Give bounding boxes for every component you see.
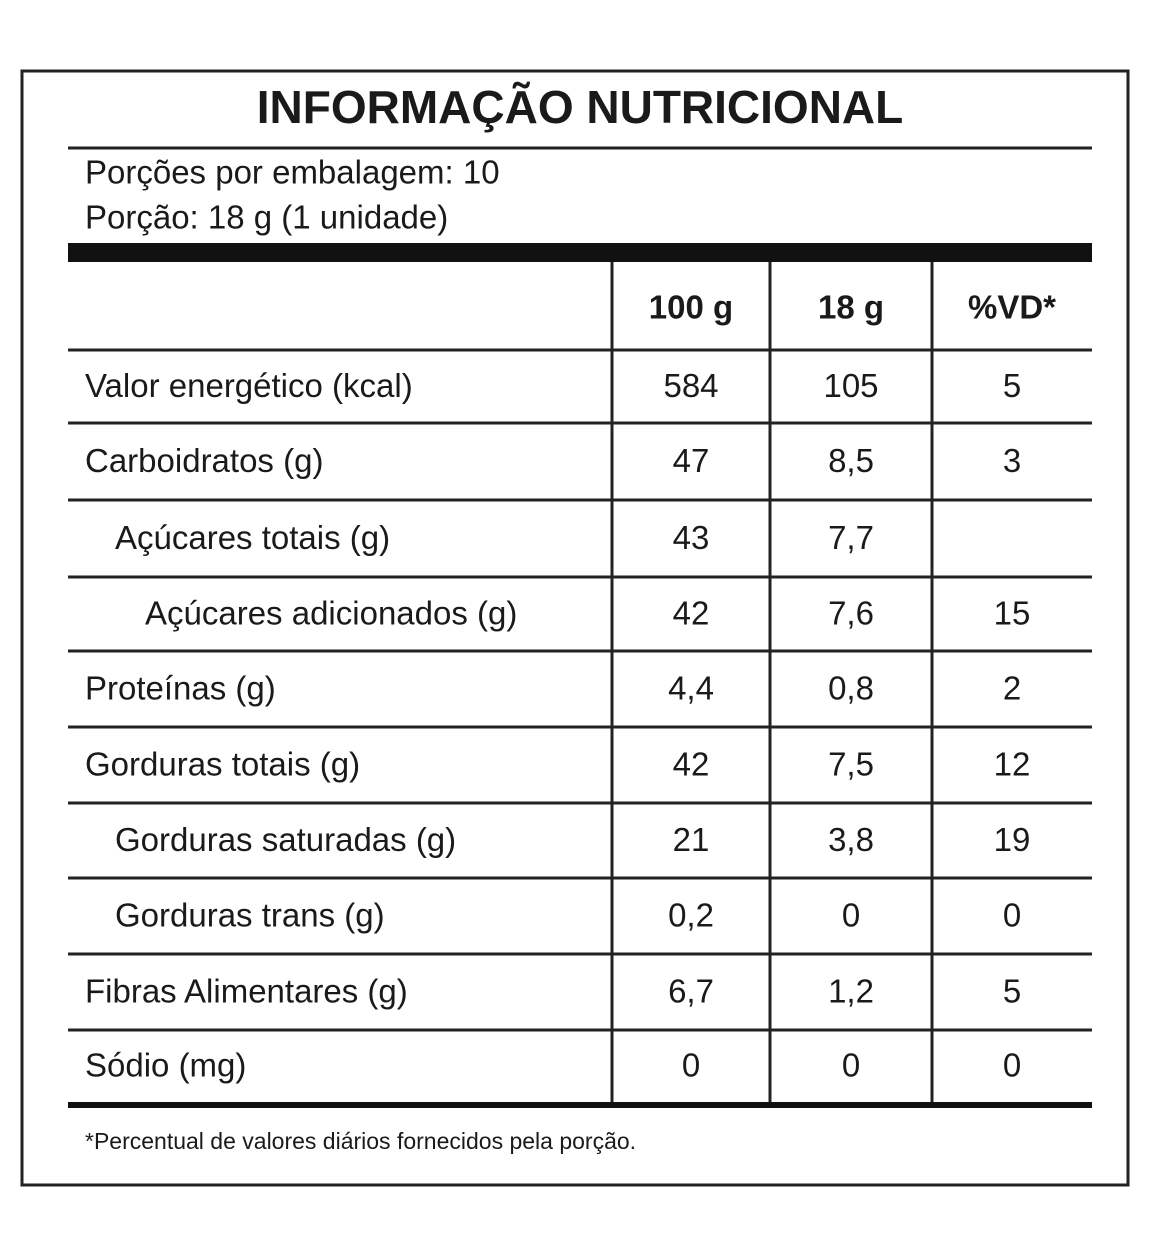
cell-value: 7,7 (828, 519, 874, 556)
cell-value: 21 (673, 821, 710, 858)
cell-value: 0,2 (668, 897, 714, 934)
serving-size: Porção: 18 g (1 unidade) (85, 199, 448, 236)
cell-value: 3,8 (828, 821, 874, 858)
cell-value: 19 (994, 821, 1031, 858)
cell-value: 12 (994, 746, 1031, 783)
cell-value: 0 (1003, 1047, 1021, 1084)
cell-value: 42 (673, 595, 710, 632)
cell-value: 5 (1003, 973, 1021, 1010)
cell-value: 15 (994, 595, 1031, 632)
cell-value: 0 (842, 897, 860, 934)
cell-value: 47 (673, 442, 710, 479)
servings: Porções por embalagem: 10 (85, 154, 500, 191)
column-header: %VD* (968, 289, 1056, 326)
nutrient-name: Sódio (mg) (85, 1047, 246, 1084)
title: INFORMAÇÃO NUTRICIONAL (257, 81, 904, 133)
cell-value: 1,2 (828, 973, 874, 1010)
cell-value: 7,5 (828, 746, 874, 783)
nutrient-name: Valor energético (kcal) (85, 367, 413, 404)
nutrient-name: Carboidratos (g) (85, 442, 323, 479)
cell-value: 0 (682, 1047, 700, 1084)
outer-border (20, 69, 1130, 1187)
footnote: *Percentual de valores diários fornecido… (85, 1128, 636, 1154)
cell-value: 5 (1003, 367, 1021, 404)
cell-value: 0 (842, 1047, 860, 1084)
nutrient-name: Proteínas (g) (85, 670, 276, 707)
cell-value: 7,6 (828, 595, 874, 632)
nutrient-name: Açúcares adicionados (g) (145, 595, 517, 632)
cell-value: 584 (663, 367, 718, 404)
cell-value: 4,4 (668, 670, 714, 707)
cell-value: 0 (1003, 897, 1021, 934)
cell-value: 42 (673, 746, 710, 783)
nutrient-name: Açúcares totais (g) (115, 519, 390, 556)
bottom-bar (68, 1102, 1092, 1108)
cell-value: 3 (1003, 442, 1021, 479)
cell-value: 105 (823, 367, 878, 404)
cell-value: 2 (1003, 670, 1021, 707)
column-header: 18 g (818, 289, 884, 326)
nutrient-name: Gorduras totais (g) (85, 746, 360, 783)
cell-value: 6,7 (668, 973, 714, 1010)
cell-value: 43 (673, 519, 710, 556)
nutrient-name: Fibras Alimentares (g) (85, 973, 408, 1010)
nutrient-name: Gorduras saturadas (g) (115, 821, 456, 858)
thick-bar (68, 243, 1092, 262)
cell-value: 8,5 (828, 442, 874, 479)
cell-value: 0,8 (828, 670, 874, 707)
nutrient-name: Gorduras trans (g) (115, 897, 385, 934)
column-header: 100 g (649, 289, 733, 326)
